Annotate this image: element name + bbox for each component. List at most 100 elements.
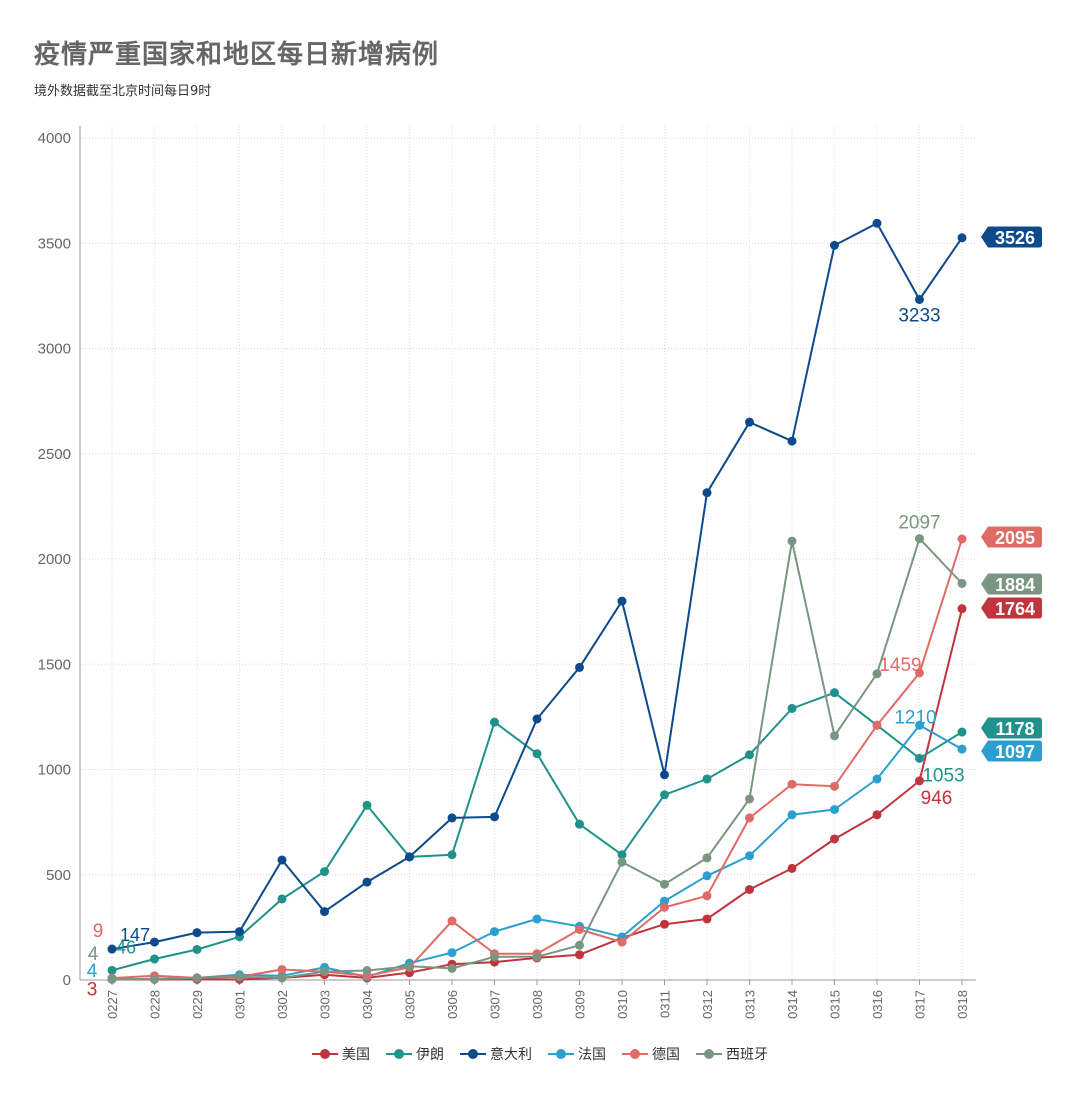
data-point <box>320 907 329 917</box>
data-point <box>872 774 882 784</box>
end-label-text: 1178 <box>995 719 1034 739</box>
y-axis: 0 500 1000 1500 2000 2500 3000 3500 4000 <box>38 126 81 989</box>
x-tick-label: 0316 <box>870 990 885 1019</box>
x-tick-label: 0311 <box>658 990 673 1018</box>
data-point <box>745 884 754 894</box>
data-point <box>957 727 967 737</box>
data-point <box>957 744 967 754</box>
legend-swatch <box>386 1048 412 1060</box>
data-point <box>617 596 627 606</box>
data-point <box>277 973 287 983</box>
data-point <box>405 961 414 971</box>
end-label: 1884 <box>981 573 1042 595</box>
data-point <box>660 919 669 929</box>
data-point <box>787 536 797 546</box>
data-point <box>532 952 542 962</box>
data-point <box>192 973 202 983</box>
x-tick-label: 0306 <box>445 990 460 1019</box>
data-point <box>745 750 754 760</box>
data-point <box>490 952 499 962</box>
data-point <box>830 240 839 250</box>
data-point <box>660 896 669 906</box>
legend-item[interactable]: 西班牙 <box>696 1044 768 1064</box>
end-label-text: 2095 <box>995 528 1035 548</box>
legend-label: 美国 <box>342 1047 370 1063</box>
data-point <box>532 714 542 724</box>
data-point <box>787 863 797 873</box>
x-tick-label: 0314 <box>785 990 800 1019</box>
data-point <box>872 720 882 730</box>
data-point <box>915 776 924 786</box>
data-point <box>830 688 839 698</box>
data-point <box>872 218 882 228</box>
data-point <box>745 417 754 427</box>
data-point <box>150 954 159 964</box>
data-point <box>702 488 712 498</box>
x-tick-label: 0309 <box>573 990 588 1019</box>
end-label-text: 1884 <box>995 575 1035 595</box>
x-tick-label: 0308 <box>530 990 545 1019</box>
data-point <box>532 914 542 924</box>
data-point <box>575 940 584 950</box>
data-point <box>745 813 754 823</box>
legend-item[interactable]: 伊朗 <box>386 1044 444 1064</box>
data-point <box>957 534 967 544</box>
data-point <box>192 944 202 954</box>
legend-swatch <box>312 1048 338 1060</box>
x-tick-label: 0313 <box>743 990 758 1019</box>
y-tick-label: 0 <box>63 972 71 989</box>
data-point <box>702 853 712 863</box>
data-point <box>830 731 839 741</box>
end-label: 2095 <box>981 526 1042 548</box>
x-tick-label: 0307 <box>488 990 503 1019</box>
x-tick-label: 0227 <box>105 990 120 1019</box>
end-label: 3526 <box>981 226 1042 248</box>
legend-item[interactable]: 意大利 <box>460 1044 532 1064</box>
end-label-tag <box>981 526 1042 548</box>
grid-lines <box>80 126 976 981</box>
y-tick-label: 4000 <box>38 130 71 147</box>
data-point <box>107 974 117 984</box>
data-point <box>702 774 712 784</box>
data-label: 1459 <box>879 655 921 676</box>
series-2 <box>107 218 967 954</box>
legend-item[interactable]: 法国 <box>548 1044 606 1064</box>
data-point <box>787 779 797 789</box>
data-point <box>362 966 372 976</box>
data-point <box>787 810 797 820</box>
data-point <box>617 857 627 867</box>
data-point <box>660 879 669 889</box>
data-point <box>447 916 457 926</box>
data-point <box>575 662 584 672</box>
x-tick-label: 0302 <box>275 990 290 1019</box>
legend-item[interactable]: 美国 <box>312 1044 370 1064</box>
data-point <box>447 963 457 973</box>
data-label: 1053 <box>922 765 964 786</box>
data-point <box>957 233 967 243</box>
data-label: 3 <box>87 979 98 1000</box>
legend-label: 伊朗 <box>416 1047 444 1063</box>
data-label: 2097 <box>898 513 940 534</box>
end-label-tag <box>981 226 1042 248</box>
legend-item[interactable]: 德国 <box>622 1044 680 1064</box>
data-point <box>277 855 287 865</box>
end-labels: 3526 2095 1884 1764 1178 1097 <box>981 226 1042 762</box>
data-point <box>150 974 159 984</box>
data-point <box>745 851 754 861</box>
x-tick-label: 0317 <box>913 990 928 1019</box>
y-tick-label: 2500 <box>38 446 71 463</box>
data-point <box>957 604 967 614</box>
data-point <box>490 717 499 727</box>
series-lines <box>107 218 967 984</box>
data-point <box>192 928 202 938</box>
data-point <box>660 902 669 912</box>
legend-swatch <box>548 1048 574 1060</box>
y-tick-label: 1000 <box>38 762 71 779</box>
data-point <box>235 927 244 937</box>
x-tick-label: 0301 <box>233 990 248 1019</box>
data-point <box>702 914 712 924</box>
data-point <box>660 770 669 780</box>
legend-swatch <box>622 1048 648 1060</box>
data-point <box>150 937 159 947</box>
